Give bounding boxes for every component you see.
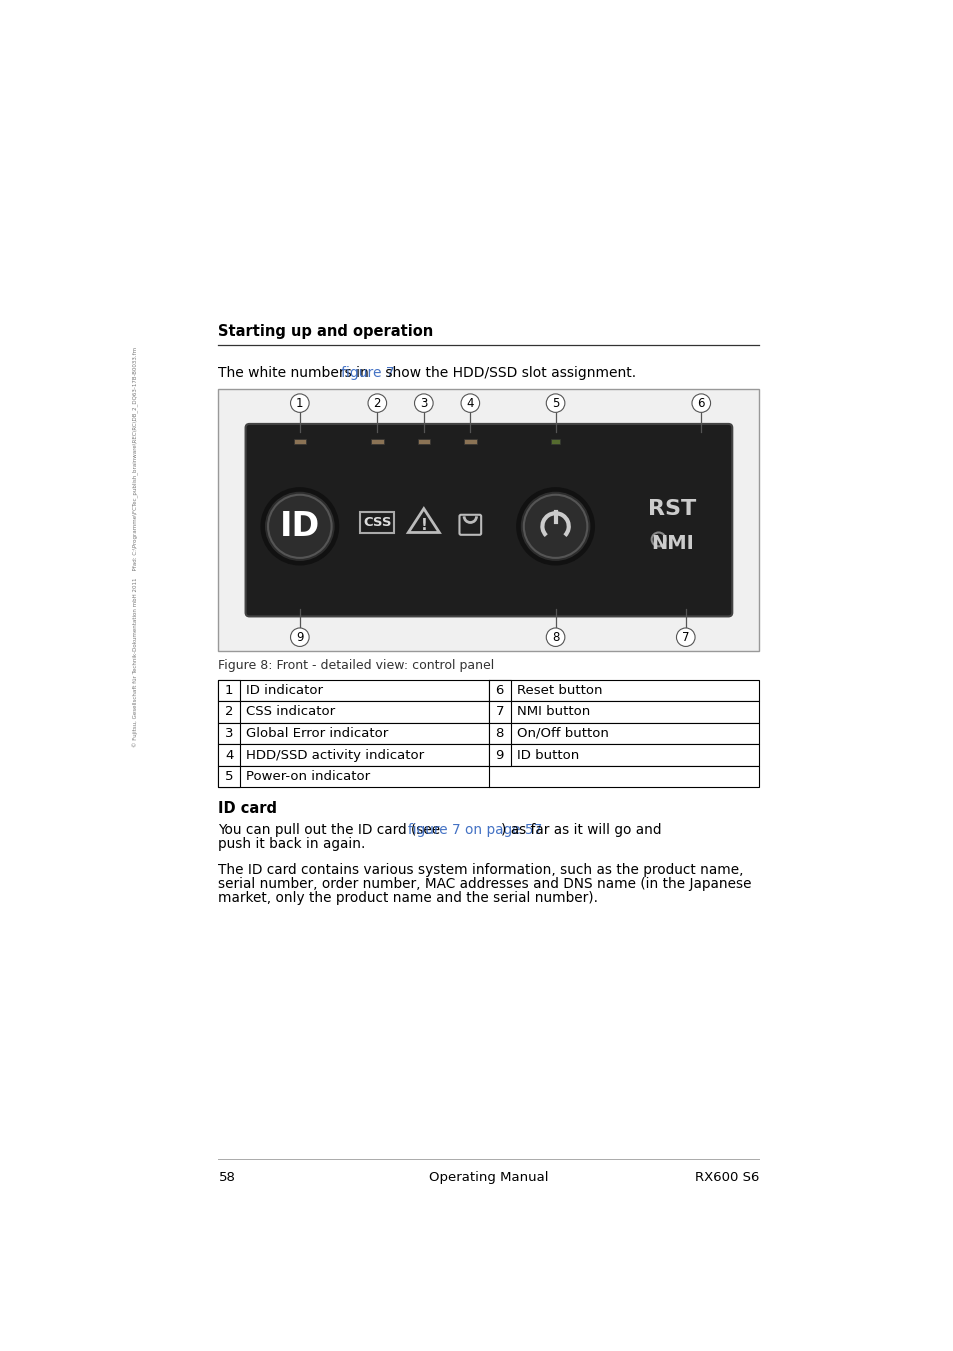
Text: Figure 8: Front - detailed view: control panel: Figure 8: Front - detailed view: control… bbox=[218, 659, 495, 671]
Text: 58: 58 bbox=[218, 1171, 235, 1183]
Text: serial number, order number, MAC addresses and DNS name (in the Japanese: serial number, order number, MAC address… bbox=[218, 877, 751, 890]
Bar bbox=[218, 766, 759, 788]
Text: You can pull out the ID card (see: You can pull out the ID card (see bbox=[218, 823, 444, 836]
FancyBboxPatch shape bbox=[245, 424, 732, 616]
Bar bbox=[218, 766, 240, 788]
Text: 7: 7 bbox=[681, 631, 689, 643]
Bar bbox=[218, 723, 759, 744]
Text: 4: 4 bbox=[225, 748, 233, 762]
Text: 4: 4 bbox=[466, 397, 474, 409]
Text: NMI: NMI bbox=[651, 534, 693, 553]
Bar bbox=[218, 723, 240, 744]
Bar bbox=[417, 439, 430, 444]
Bar bbox=[488, 723, 510, 744]
Text: Power-on indicator: Power-on indicator bbox=[246, 770, 370, 784]
Text: 9: 9 bbox=[495, 748, 503, 762]
Text: Global Error indicator: Global Error indicator bbox=[246, 727, 388, 740]
Text: show the HDD/SSD slot assignment.: show the HDD/SSD slot assignment. bbox=[381, 366, 636, 380]
FancyBboxPatch shape bbox=[459, 515, 480, 535]
Bar bbox=[218, 680, 240, 701]
Text: 9: 9 bbox=[295, 631, 303, 643]
Text: push it back in again.: push it back in again. bbox=[218, 836, 365, 851]
Text: ID indicator: ID indicator bbox=[246, 684, 323, 697]
Text: 5: 5 bbox=[551, 397, 558, 409]
Text: 2: 2 bbox=[374, 397, 380, 409]
Text: 2: 2 bbox=[225, 705, 233, 719]
Text: !: ! bbox=[420, 517, 427, 534]
Circle shape bbox=[266, 493, 334, 561]
Circle shape bbox=[368, 394, 386, 412]
Bar bbox=[550, 439, 559, 444]
Text: 3: 3 bbox=[419, 397, 427, 409]
Circle shape bbox=[691, 394, 710, 412]
Text: ID card: ID card bbox=[218, 801, 277, 816]
Bar bbox=[218, 680, 759, 701]
Bar bbox=[371, 439, 383, 444]
Text: 6: 6 bbox=[495, 684, 503, 697]
Text: 3: 3 bbox=[225, 727, 233, 740]
Circle shape bbox=[546, 628, 564, 646]
Circle shape bbox=[521, 493, 589, 561]
Text: On/Off button: On/Off button bbox=[517, 727, 608, 740]
Circle shape bbox=[651, 532, 665, 546]
Text: ID button: ID button bbox=[517, 748, 578, 762]
Text: RX600 S6: RX600 S6 bbox=[695, 1171, 759, 1183]
Text: 7: 7 bbox=[495, 705, 503, 719]
Text: 1: 1 bbox=[225, 684, 233, 697]
Bar bbox=[218, 701, 240, 723]
Circle shape bbox=[415, 394, 433, 412]
Circle shape bbox=[546, 394, 564, 412]
Bar bbox=[294, 439, 306, 444]
Circle shape bbox=[291, 628, 309, 646]
Bar bbox=[464, 439, 476, 444]
Text: 5: 5 bbox=[225, 770, 233, 784]
Text: The white numbers in: The white numbers in bbox=[218, 366, 374, 380]
Bar bbox=[360, 512, 394, 534]
Circle shape bbox=[261, 488, 338, 565]
Bar bbox=[218, 389, 759, 651]
Text: RST: RST bbox=[648, 499, 696, 519]
Text: 6: 6 bbox=[697, 397, 704, 409]
Circle shape bbox=[517, 488, 594, 565]
Polygon shape bbox=[408, 508, 439, 532]
Text: Reset button: Reset button bbox=[517, 684, 601, 697]
Bar bbox=[218, 701, 759, 723]
Text: 8: 8 bbox=[551, 631, 558, 643]
Text: The ID card contains various system information, such as the product name,: The ID card contains various system info… bbox=[218, 863, 743, 877]
Text: CSS indicator: CSS indicator bbox=[246, 705, 335, 719]
Bar bbox=[218, 744, 240, 766]
Bar bbox=[218, 744, 759, 766]
Text: 8: 8 bbox=[495, 727, 503, 740]
Text: HDD/SSD activity indicator: HDD/SSD activity indicator bbox=[246, 748, 424, 762]
Text: Operating Manual: Operating Manual bbox=[429, 1171, 548, 1183]
Text: © Fujitsu, Gesellschaft für Technik-Dokumentation mbH 2011    Pfad: C:\Programme: © Fujitsu, Gesellschaft für Technik-Doku… bbox=[133, 347, 139, 747]
Circle shape bbox=[676, 628, 695, 646]
Bar bbox=[488, 701, 510, 723]
Bar bbox=[488, 680, 510, 701]
Text: market, only the product name and the serial number).: market, only the product name and the se… bbox=[218, 890, 598, 905]
Text: Starting up and operation: Starting up and operation bbox=[218, 324, 434, 339]
Bar bbox=[488, 744, 510, 766]
Text: 1: 1 bbox=[295, 397, 303, 409]
Text: NMI button: NMI button bbox=[517, 705, 590, 719]
Text: figure 7: figure 7 bbox=[340, 366, 395, 380]
Circle shape bbox=[460, 394, 479, 412]
Text: CSS: CSS bbox=[363, 516, 391, 530]
Text: ID: ID bbox=[279, 509, 319, 543]
Text: figure 7 on page 57: figure 7 on page 57 bbox=[407, 823, 541, 836]
Circle shape bbox=[291, 394, 309, 412]
Text: ) as far as it will go and: ) as far as it will go and bbox=[500, 823, 660, 836]
